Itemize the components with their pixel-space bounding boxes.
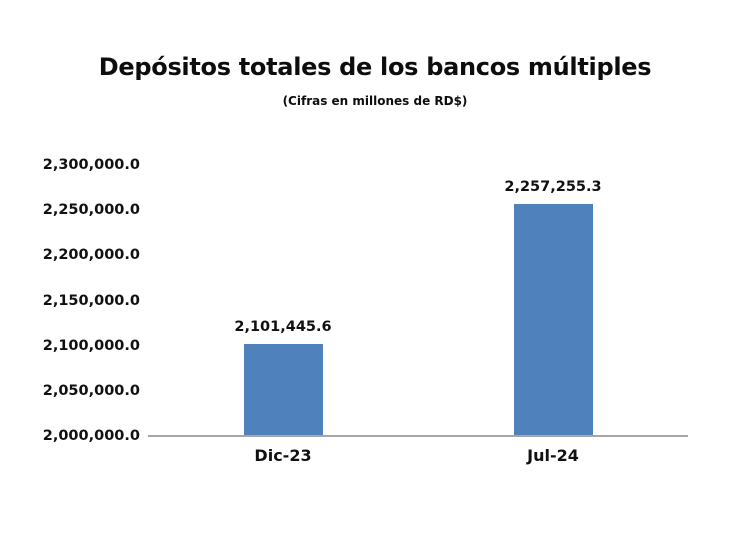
y-tick-label: 2,000,000.0 <box>42 428 140 444</box>
chart-title: Depósitos totales de los bancos múltiple… <box>98 53 652 81</box>
bar-value-label: 2,257,255.3 <box>504 178 602 195</box>
y-tick-label: 2,150,000.0 <box>42 292 140 309</box>
y-tick-label: 2,200,000.0 <box>42 247 140 264</box>
bar-value-label: 2,101,445.6 <box>234 319 332 336</box>
y-tick-label: 2,300,000.0 <box>42 157 140 173</box>
y-tick-label: 2,100,000.0 <box>42 337 140 354</box>
x-tick-label: Dic-23 <box>254 446 312 465</box>
y-tick-label: 2,250,000.0 <box>42 202 140 219</box>
x-axis-line <box>148 435 688 437</box>
y-tick-label: 2,050,000.0 <box>42 382 140 399</box>
bar <box>513 203 593 435</box>
bar <box>243 344 323 435</box>
x-tick-label: Jul-24 <box>527 446 579 465</box>
chart-subtitle: (Cifras en millones de RD$) <box>282 94 468 108</box>
